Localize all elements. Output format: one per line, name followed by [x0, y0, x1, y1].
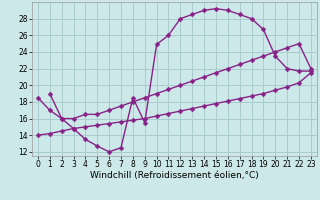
X-axis label: Windchill (Refroidissement éolien,°C): Windchill (Refroidissement éolien,°C) — [90, 171, 259, 180]
